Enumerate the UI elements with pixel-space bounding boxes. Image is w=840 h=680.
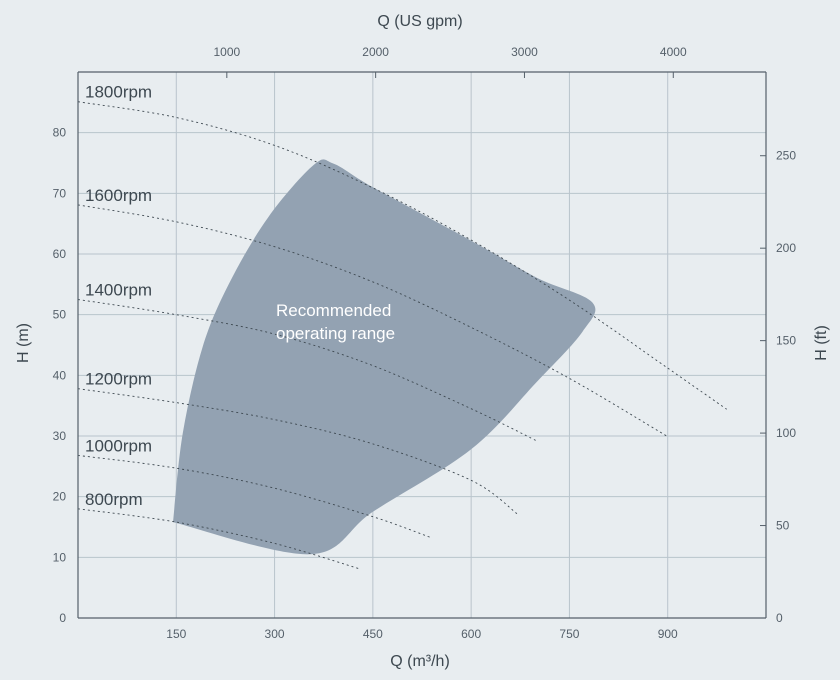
operating-range-region <box>173 159 596 555</box>
axes <box>77 71 767 619</box>
rpm-curves <box>77 101 727 570</box>
y-tick-label: 70 <box>53 186 67 200</box>
rpm-label: 1600rpm <box>85 186 152 205</box>
rpm-curve-1000rpm <box>77 454 432 539</box>
x-tick-label: 750 <box>559 627 579 641</box>
y-right-tick-label: 150 <box>776 334 796 348</box>
x-axis-title-bottom: Q (m³/h) <box>390 653 450 670</box>
rpm-curve-1600rpm <box>77 204 668 437</box>
y-tick-label: 30 <box>53 429 67 443</box>
rpm-label: 800rpm <box>85 490 143 509</box>
x-tick-label: 150 <box>166 627 186 641</box>
rpm-curve-1400rpm <box>77 299 537 442</box>
x-top-tick-label: 3000 <box>511 45 538 59</box>
x-axis-title-top: Q (US gpm) <box>377 13 462 30</box>
rpm-curve-1200rpm <box>77 388 518 515</box>
y-tick-label: 0 <box>59 611 66 625</box>
x-top-tick-label: 2000 <box>362 45 389 59</box>
x-top-tick-label: 1000 <box>213 45 240 59</box>
rpm-label: 1800rpm <box>85 83 152 102</box>
rpm-label: 1200rpm <box>85 370 152 389</box>
y-right-tick-label: 50 <box>776 519 790 533</box>
y-right-tick-label: 250 <box>776 149 796 163</box>
y-tick-label: 60 <box>53 247 67 261</box>
y-tick-label: 40 <box>53 368 67 382</box>
y-axis-title-right: H (ft) <box>813 325 830 361</box>
y-right-tick-label: 200 <box>776 241 796 255</box>
x-tick-label: 300 <box>265 627 285 641</box>
y-tick-label: 50 <box>53 308 67 322</box>
x-tick-label: 450 <box>363 627 383 641</box>
region-label-line1: Recommended <box>276 301 391 320</box>
y-tick-label: 20 <box>53 490 67 504</box>
y-tick-label: 10 <box>53 550 67 564</box>
curve-labels: 1800rpm 1600rpm 1400rpm 1200rpm 1000rpm 800rp… <box>85 83 152 509</box>
rpm-curve-800rpm <box>77 508 360 570</box>
region-label-line2: operating range <box>276 324 395 343</box>
x-top-tick-label: 4000 <box>660 45 687 59</box>
x-tick-label: 600 <box>461 627 481 641</box>
y-right-tick-label: 100 <box>776 426 796 440</box>
rpm-label: 1400rpm <box>85 281 152 300</box>
y-axis-title-left: H (m) <box>15 323 32 363</box>
y-right-tick-label: 0 <box>776 611 783 625</box>
x-tick-label: 900 <box>658 627 678 641</box>
y-tick-label: 80 <box>53 126 67 140</box>
rpm-label: 1000rpm <box>85 436 152 455</box>
